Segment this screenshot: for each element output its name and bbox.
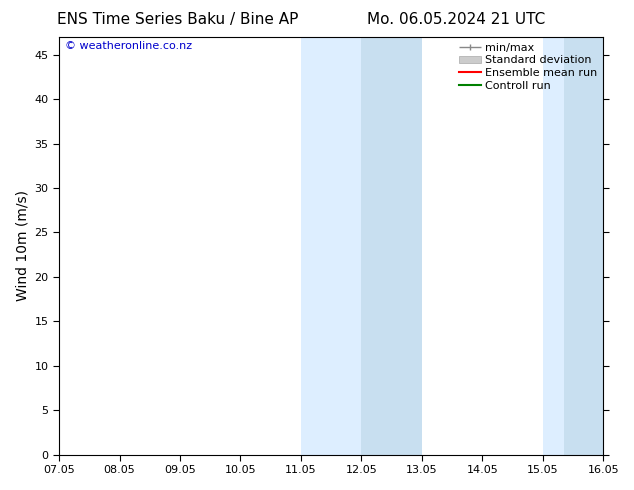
Text: © weatheronline.co.nz: © weatheronline.co.nz bbox=[65, 41, 191, 51]
Y-axis label: Wind 10m (m/s): Wind 10m (m/s) bbox=[15, 190, 29, 301]
Legend: min/max, Standard deviation, Ensemble mean run, Controll run: min/max, Standard deviation, Ensemble me… bbox=[455, 39, 601, 94]
Bar bbox=[301, 37, 422, 455]
Bar bbox=[564, 37, 603, 455]
Text: ENS Time Series Baku / Bine AP: ENS Time Series Baku / Bine AP bbox=[57, 12, 298, 27]
Bar bbox=[543, 37, 603, 455]
Text: Mo. 06.05.2024 21 UTC: Mo. 06.05.2024 21 UTC bbox=[367, 12, 546, 27]
Bar bbox=[361, 37, 422, 455]
